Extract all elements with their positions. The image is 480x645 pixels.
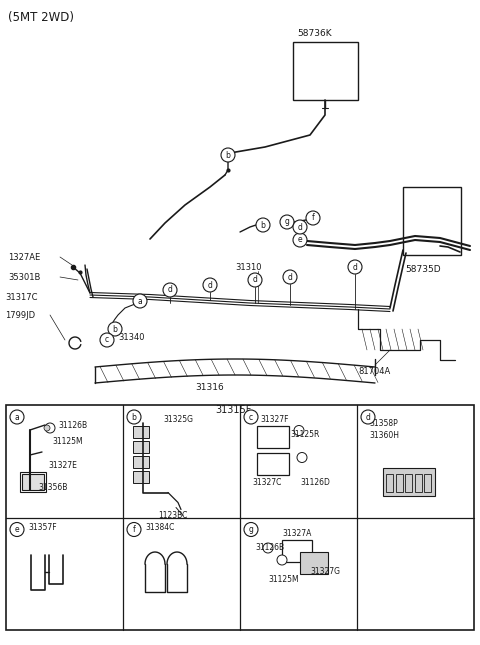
Text: g: g: [249, 525, 253, 534]
Text: 31317C: 31317C: [5, 292, 37, 301]
Text: 31126B: 31126B: [255, 544, 284, 553]
Text: 31327C: 31327C: [252, 478, 281, 487]
Circle shape: [100, 333, 114, 347]
Text: 31340: 31340: [118, 333, 144, 341]
Text: e: e: [298, 235, 302, 244]
Text: b: b: [113, 324, 118, 333]
Text: f: f: [132, 525, 135, 534]
Circle shape: [348, 260, 362, 274]
Text: (5MT 2WD): (5MT 2WD): [8, 10, 74, 23]
Circle shape: [10, 410, 24, 424]
Circle shape: [361, 410, 375, 424]
Circle shape: [45, 423, 55, 433]
Text: g: g: [285, 217, 289, 226]
Bar: [403, 187, 461, 255]
Text: c: c: [105, 335, 109, 344]
Bar: [424, 473, 431, 491]
Text: 31327E: 31327E: [48, 461, 77, 470]
Text: 58735D: 58735D: [405, 264, 441, 273]
Bar: [383, 468, 435, 495]
Text: b: b: [261, 221, 265, 230]
Text: 31327F: 31327F: [260, 415, 288, 424]
Text: 31126D: 31126D: [300, 478, 330, 487]
Text: d: d: [168, 286, 172, 295]
Circle shape: [283, 270, 297, 284]
Bar: [133, 426, 149, 437]
Circle shape: [127, 522, 141, 537]
Bar: [20, 472, 46, 492]
Text: d: d: [288, 272, 292, 281]
Circle shape: [244, 522, 258, 537]
Circle shape: [293, 233, 307, 247]
Text: 31357F: 31357F: [28, 523, 57, 532]
Text: 1123BC: 1123BC: [158, 511, 187, 520]
Text: b: b: [132, 413, 136, 421]
Text: b: b: [226, 150, 230, 159]
Text: d: d: [298, 223, 302, 232]
Text: d: d: [366, 413, 371, 421]
Text: 58736K: 58736K: [297, 30, 332, 39]
Circle shape: [44, 425, 50, 431]
Circle shape: [248, 273, 262, 287]
Text: 31360H: 31360H: [369, 430, 399, 439]
Text: 31125R: 31125R: [290, 430, 319, 439]
Circle shape: [244, 410, 258, 424]
Text: 35301B: 35301B: [8, 272, 40, 281]
Text: a: a: [138, 297, 143, 306]
Circle shape: [263, 543, 273, 553]
Text: 31356B: 31356B: [38, 484, 67, 493]
Bar: [257, 426, 289, 448]
Bar: [257, 453, 289, 475]
Text: 31325G: 31325G: [163, 415, 193, 424]
Circle shape: [203, 278, 217, 292]
Bar: [405, 473, 412, 491]
Bar: [396, 473, 403, 491]
Text: a: a: [14, 413, 19, 421]
Text: 31384C: 31384C: [145, 523, 174, 532]
Circle shape: [221, 148, 235, 162]
Bar: [22, 474, 44, 490]
Text: e: e: [15, 525, 19, 534]
Text: c: c: [249, 413, 253, 421]
Text: d: d: [353, 263, 358, 272]
Circle shape: [297, 453, 307, 462]
Bar: [6, 405, 474, 630]
Text: 1799JD: 1799JD: [5, 310, 35, 319]
Text: f: f: [312, 213, 314, 223]
Circle shape: [133, 294, 147, 308]
Text: 31310: 31310: [235, 263, 262, 272]
Circle shape: [256, 218, 270, 232]
Text: 1327AE: 1327AE: [8, 252, 40, 261]
Bar: [300, 552, 328, 574]
Circle shape: [306, 211, 320, 225]
Text: d: d: [207, 281, 213, 290]
Text: d: d: [252, 275, 257, 284]
Bar: [133, 455, 149, 468]
Text: 81704A: 81704A: [358, 368, 390, 377]
Circle shape: [294, 426, 304, 435]
Text: 31316: 31316: [195, 382, 224, 392]
Bar: [386, 473, 393, 491]
Bar: [282, 540, 312, 562]
Text: 31126B: 31126B: [58, 421, 87, 430]
Circle shape: [127, 410, 141, 424]
Circle shape: [280, 215, 294, 229]
Circle shape: [108, 322, 122, 336]
Text: 31125M: 31125M: [52, 437, 83, 446]
Bar: [415, 473, 421, 491]
Circle shape: [277, 555, 287, 565]
Circle shape: [293, 220, 307, 234]
Text: 31327G: 31327G: [310, 568, 340, 577]
Text: 31125M: 31125M: [268, 575, 299, 584]
Bar: [293, 42, 358, 100]
Text: 31327A: 31327A: [282, 528, 312, 537]
Circle shape: [163, 283, 177, 297]
Bar: [133, 470, 149, 482]
Text: 31315F: 31315F: [215, 405, 252, 415]
Bar: [133, 441, 149, 453]
Circle shape: [10, 522, 24, 537]
Text: 31358P: 31358P: [369, 419, 398, 428]
